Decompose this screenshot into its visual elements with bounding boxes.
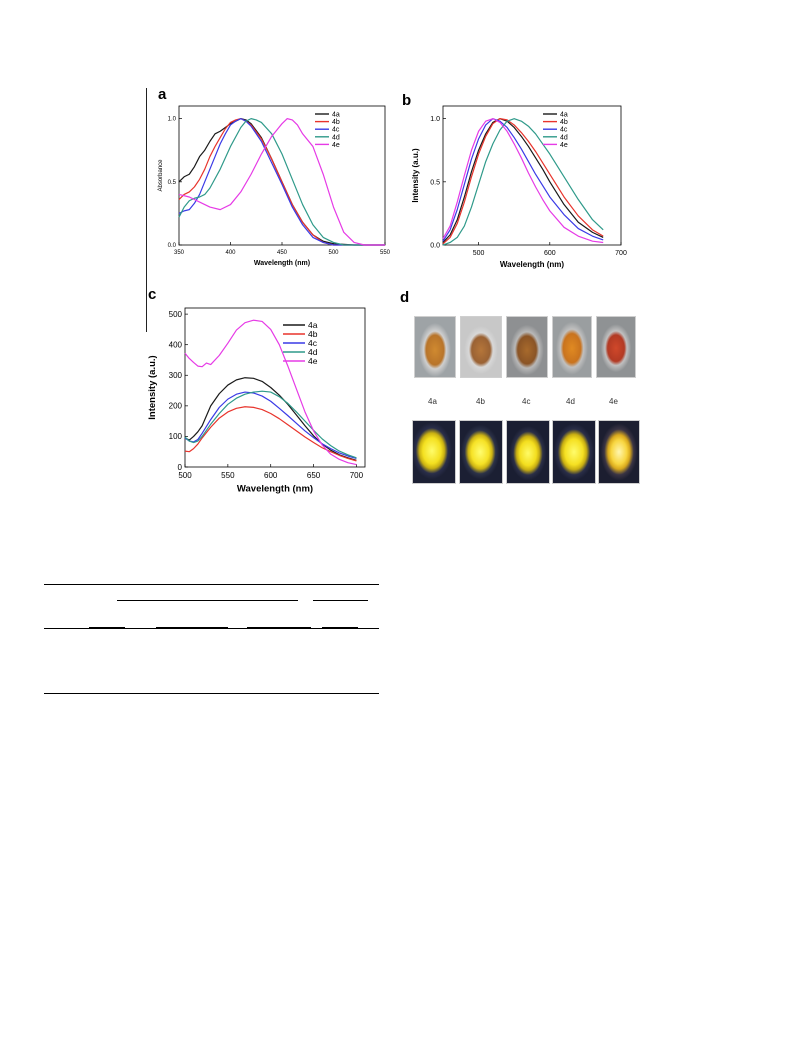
chart-b-series-4b [442,118,604,245]
figure-edge-line [146,88,147,332]
photo-label-4c: 4c [522,397,531,406]
chart-a-ylabel: Absorbance [158,159,164,192]
chart-b-series-4c [442,118,604,242]
chart-c-series-4b [184,406,357,462]
table-subrule-1 [89,627,125,629]
chart-c-ytick-label: 0 [178,463,183,472]
chart-a-legend-label-4d: 4d [332,134,340,141]
chart-a-xtick-label: 400 [225,250,236,256]
chart-c-ylabel: Intensity (a.u.) [147,355,158,419]
table-subrule-3 [247,627,311,629]
chart-a-xtick-label: 500 [328,250,339,256]
chart-b-series-4d [442,118,604,246]
photo-4e-daylight [596,316,636,378]
panel-letter-a: a [158,86,167,103]
photo-label-4d: 4d [566,397,575,406]
chart-c-series-4a [184,377,357,461]
chart-c-emission-intensity: 500 550 600 650 700 0 100 200 300 400 500 Wavelengt… [147,307,366,495]
chart-a-legend-label-4b: 4b [332,119,340,126]
table-top-rule [44,584,379,585]
chart-c-ytick-label: 400 [169,340,183,349]
table-group-rule-1 [117,600,298,601]
chart-c-legend-label-4a: 4a [308,320,318,330]
photo-4d-daylight [552,316,592,378]
chart-b-frame [442,105,622,246]
chart-a-legend-label-4c: 4c [332,127,340,134]
chart-b-series-4e [442,118,604,244]
photo-4b-uv [459,420,503,484]
chart-c-frame [184,307,366,468]
photo-4c-daylight [506,316,548,378]
chart-b-ytick-label: 0.0 [430,242,440,249]
chart-b-ytick-label: 1.0 [430,116,440,123]
chart-b-ytick-label: 0.5 [430,179,440,186]
chart-a-xlabel: Wavelength (nm) [254,260,310,267]
photo-4b-daylight [460,316,502,378]
chart-b-legend-label-4b: 4b [560,119,568,126]
panel-letter-c: c [148,286,157,303]
table-subrule-4 [322,627,358,629]
chart-a-ytick-label: 0.0 [168,243,177,249]
chart-b-xtick-label: 500 [473,250,485,257]
photo-label-4a: 4a [428,397,437,406]
photo-label-4b: 4b [476,397,485,406]
chart-c-series-4e [184,319,357,466]
chart-c-xtick-label: 650 [307,471,321,480]
chart-b-series-4a [442,118,604,243]
chart-a-legend-label-4e: 4e [332,142,340,149]
chart-c-series-4d [184,390,357,459]
photo-4d-uv [552,420,596,484]
panel-letter-d: d [400,289,410,306]
chart-b-xtick-label: 600 [544,250,556,257]
chart-b-xtick-label: 700 [615,250,627,257]
chart-b-legend-label-4a: 4a [560,111,568,118]
chart-a-ytick-label: 1.0 [168,117,177,123]
chart-a-absorbance: 350 400 450 500 550 0.0 0.5 1.0 Wavelength (nm) A… [158,105,391,267]
chart-c-legend-label-4c: 4c [308,338,318,348]
chart-c-legend-label-4b: 4b [308,329,318,339]
chart-c-ytick-label: 500 [169,310,183,319]
chart-b-legend-label-4c: 4c [560,127,568,134]
chart-c-xlabel: Wavelength (nm) [237,484,313,495]
chart-a-series-4c [178,118,385,246]
panel-letter-b: b [402,92,412,109]
chart-c-ytick-label: 200 [169,402,183,411]
chart-c-series-4c [184,391,357,460]
chart-b-emission-normalized: 500 600 700 0.0 0.5 1.0 Wavelength (nm) Intensi… [411,105,627,269]
chart-a-ytick-label: 0.5 [168,180,177,186]
chart-a-series-4d [178,118,385,246]
table-bottom-rule [44,693,379,694]
chart-a-xtick-label: 450 [277,250,288,256]
photo-4a-daylight [414,316,456,378]
chart-b-xlabel: Wavelength (nm) [500,260,564,269]
chart-b-legend-label-4d: 4d [560,134,568,141]
chart-c-legend-label-4e: 4e [308,356,318,366]
chart-a-legend-label-4a: 4a [332,111,340,118]
chart-c-ytick-label: 100 [169,432,183,441]
chart-c-xtick-label: 600 [264,471,278,480]
photo-4c-uv [506,420,550,484]
chart-a-xtick-label: 550 [380,250,391,256]
chart-b-ylabel: Intensity (a.u.) [411,148,420,203]
chart-a-series-4e [178,118,385,246]
chart-c-ytick-label: 300 [169,371,183,380]
photo-4a-uv [412,420,456,484]
chart-a-xtick-label: 350 [174,250,185,256]
chart-b-legend-label-4e: 4e [560,142,568,149]
table-group-rule-2 [313,600,368,601]
chart-c-legend-label-4d: 4d [308,347,318,357]
chart-c-xtick-label: 500 [178,471,192,480]
table-subrule-2 [156,627,228,629]
chart-a-series-4b [178,118,385,246]
chart-a-frame [178,105,386,246]
chart-c-xtick-label: 700 [350,471,364,480]
chart-c-xtick-label: 550 [221,471,235,480]
photo-label-4e: 4e [609,397,618,406]
photo-4e-uv [598,420,640,484]
